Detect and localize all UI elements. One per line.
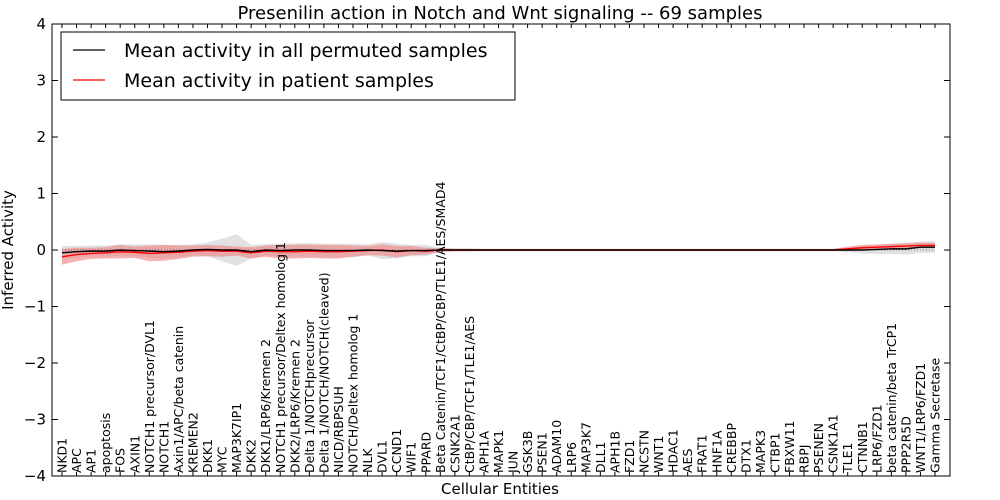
y-axis-label: Inferred Activity bbox=[0, 190, 17, 310]
x-tick-label: DVL1 bbox=[375, 440, 390, 473]
x-tick-label: FOS bbox=[113, 448, 128, 473]
x-tick-label: ADAM10 bbox=[549, 420, 564, 473]
x-tick-label: AES bbox=[680, 449, 695, 473]
x-tick-label: LRP6 bbox=[564, 442, 579, 473]
band-series-1 bbox=[62, 242, 935, 265]
x-tick-label: NCSTN bbox=[637, 430, 652, 473]
x-tick-label: CSNK2A1 bbox=[447, 414, 462, 473]
x-tick-label: Beta Catenin/TCF1/CtBP/CBP/TLE1/AES/SMAD… bbox=[433, 182, 448, 473]
x-tick-label: DTX1 bbox=[738, 439, 753, 473]
x-tick-label: PSEN1 bbox=[535, 432, 550, 473]
x-tick-label: GSK3B bbox=[520, 431, 535, 473]
x-tick-label: JUN bbox=[506, 451, 521, 474]
x-tick-label: DLL1 bbox=[593, 441, 608, 473]
x-tick-label: beta catenin/beta TrCP1 bbox=[884, 323, 899, 473]
x-tick-label: CTBP1 bbox=[767, 433, 782, 473]
x-tick-label: MAP3K7 bbox=[578, 422, 593, 473]
x-tick-label: CCND1 bbox=[389, 429, 404, 473]
x-tick-label: APC bbox=[69, 448, 84, 473]
y-tick-label: 0 bbox=[36, 241, 46, 259]
chart-title: Presenilin action in Notch and Wnt signa… bbox=[238, 3, 763, 24]
x-tick-label: FZD1 bbox=[622, 440, 637, 473]
x-tick-label: WNT1/LRP6/FZD1 bbox=[913, 363, 928, 473]
x-tick-label: FRAT1 bbox=[695, 434, 710, 473]
x-tick-label: PPP2R5D bbox=[898, 416, 913, 473]
x-tick-label: NOTCH1 bbox=[156, 421, 171, 473]
x-tick-label: DKK2 bbox=[244, 439, 259, 473]
x-tick-label: HDAC1 bbox=[666, 429, 681, 473]
x-tick-label: KREMEN2 bbox=[185, 412, 200, 473]
x-tick-label: CREBBP bbox=[724, 423, 739, 473]
y-tick-label: 1 bbox=[36, 185, 46, 203]
x-tick-label: TLE1 bbox=[840, 443, 855, 474]
x-tick-label: NICD/RBPSUH bbox=[331, 386, 346, 473]
x-tick-label: CtBP/CBP/TCF1/TLE1/AES bbox=[462, 316, 477, 473]
legend-box bbox=[60, 31, 516, 101]
y-tick-label: −2 bbox=[24, 354, 46, 372]
x-tick-label: DKK2/LRP6/Kremen 2 bbox=[287, 339, 302, 473]
x-tick-label: NOTCH/Deltex homolog 1 bbox=[346, 314, 361, 473]
x-tick-label: HNF1A bbox=[709, 430, 724, 473]
x-tick-label: NLK bbox=[360, 448, 375, 473]
x-tick-label: AXIN1 bbox=[127, 435, 142, 473]
x-tick-label: NKD1 bbox=[55, 438, 70, 473]
x-tick-label: Delta 1/NOTCHprecursor bbox=[302, 319, 317, 473]
x-tick-label: PPARD bbox=[418, 432, 433, 473]
x-tick-label: PSENEN bbox=[811, 423, 826, 473]
y-tick-label: −4 bbox=[24, 467, 46, 485]
x-tick-label: MYC bbox=[215, 446, 230, 473]
x-tick-label: Delta 1/NOTCH/NOTCH(cleaved) bbox=[316, 272, 331, 473]
x-tick-label: APH1A bbox=[476, 431, 491, 473]
x-tick-label: WIF1 bbox=[404, 442, 419, 473]
x-tick-label: APH1B bbox=[607, 431, 622, 473]
x-tick-label: NOTCH1 precursor/Deltex homolog 1 bbox=[273, 242, 288, 473]
x-tick-label: NOTCH1 precursor/DVL1 bbox=[142, 320, 157, 473]
x-tick-label: LRP6/FZD1 bbox=[869, 404, 884, 473]
legend-label-patient: Mean activity in patient samples bbox=[124, 70, 434, 92]
x-tick-label: Axin1/APC/beta catenin bbox=[171, 326, 186, 473]
y-tick-label: −3 bbox=[24, 411, 46, 429]
x-tick-label: Gamma Secretase bbox=[928, 358, 943, 473]
plot-area: −4 −3 −2 −1 0 1 2 3 4 NKD1 APC AP1 apoptosis FOS AXIN1… bbox=[24, 15, 950, 485]
y-tick-label: 4 bbox=[36, 15, 46, 33]
x-tick-label: WNT1 bbox=[651, 436, 666, 473]
x-tick-label: MAPK1 bbox=[491, 430, 506, 473]
line-series-0 bbox=[61, 246, 935, 254]
x-tick-label: AP1 bbox=[84, 449, 99, 473]
x-axis-label: Cellular Entities bbox=[441, 480, 559, 498]
x-tick-label: CSNK1A1 bbox=[826, 414, 841, 473]
x-tick-label: MAP3K7IP1 bbox=[229, 403, 244, 473]
x-tick-label: DKK1 bbox=[200, 439, 215, 473]
x-tick-label: DKK1/LRP6/Kremen 2 bbox=[258, 339, 273, 473]
legend-label-permuted: Mean activity in all permuted samples bbox=[124, 40, 487, 62]
legend: Mean activity in all permuted samples Me… bbox=[60, 31, 516, 101]
x-tick-label: CTNNB1 bbox=[855, 421, 870, 473]
y-tick-label: −1 bbox=[24, 298, 46, 316]
y-tick-label: 2 bbox=[36, 128, 46, 146]
x-tick-label: RBPJ bbox=[797, 445, 812, 474]
y-tick-label: 3 bbox=[36, 72, 46, 90]
plot-frame bbox=[51, 23, 951, 477]
x-tick-label: FBXW11 bbox=[782, 420, 797, 473]
x-tick-label: apoptosis bbox=[98, 413, 113, 473]
x-tick-label: MAPK3 bbox=[753, 430, 768, 473]
